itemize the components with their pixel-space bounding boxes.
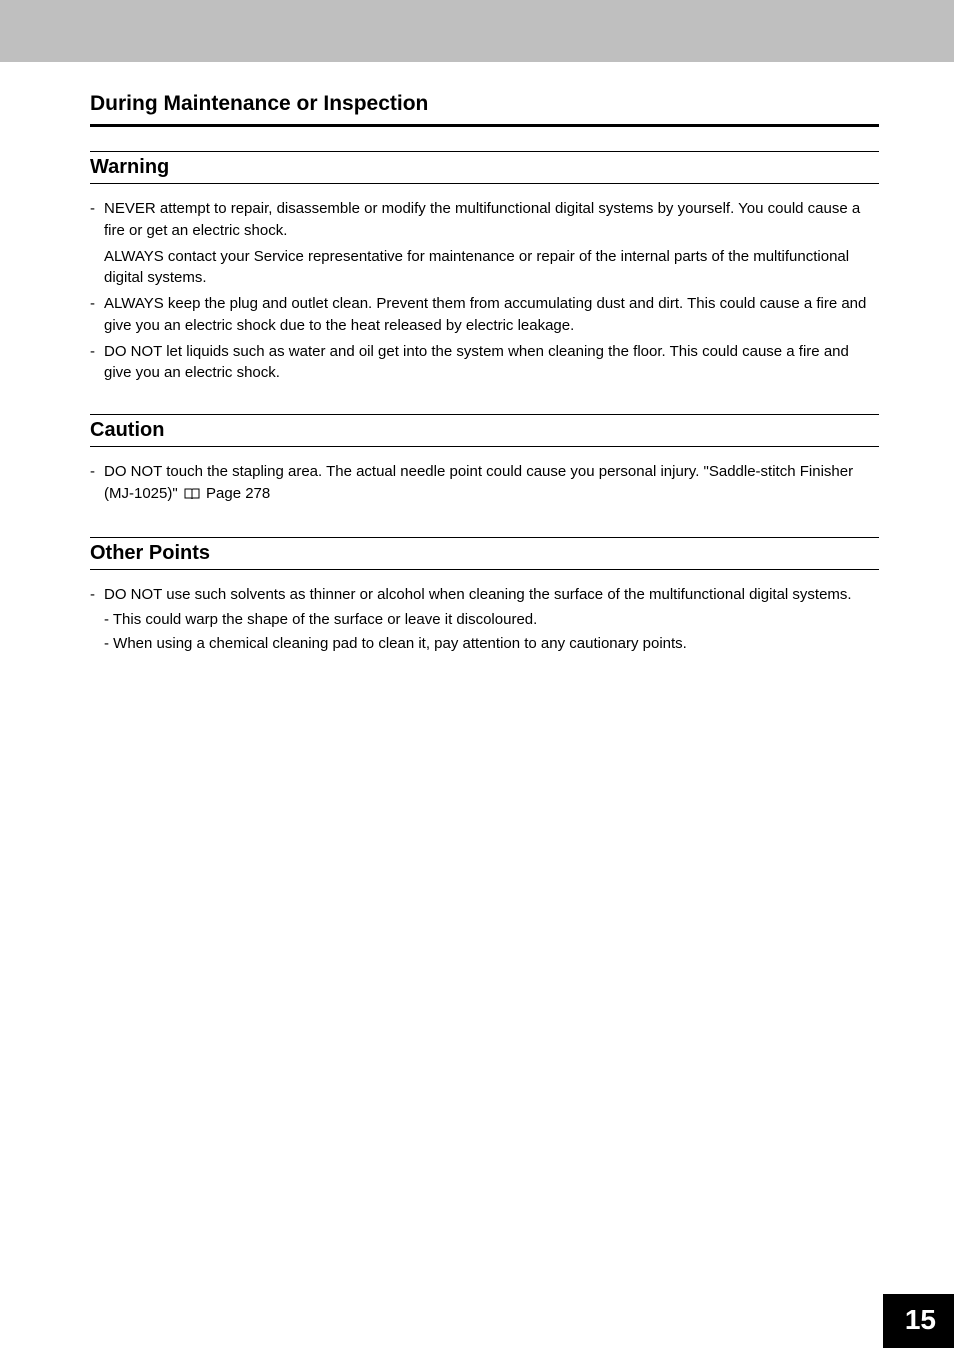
book-icon bbox=[184, 485, 200, 507]
item-text: ALWAYS keep the plug and outlet clean. P… bbox=[104, 293, 879, 337]
other-heading: Other Points bbox=[90, 537, 879, 570]
item-text: DO NOT use such solvents as thinner or a… bbox=[104, 584, 879, 606]
page-number: 15 bbox=[883, 1294, 954, 1348]
bullet-dash: - bbox=[90, 198, 104, 242]
list-item: - DO NOT use such solvents as thinner or… bbox=[90, 584, 879, 606]
item-text: DO NOT let liquids such as water and oil… bbox=[104, 341, 879, 385]
item-text: DO NOT touch the stapling area. The actu… bbox=[104, 461, 879, 507]
list-item: - DO NOT touch the stapling area. The ac… bbox=[90, 461, 879, 507]
list-item: - DO NOT let liquids such as water and o… bbox=[90, 341, 879, 385]
header-bar bbox=[0, 0, 954, 62]
list-item: - NEVER attempt to repair, disassemble o… bbox=[90, 198, 879, 242]
bullet-dash: - bbox=[90, 293, 104, 337]
caution-heading: Caution bbox=[90, 414, 879, 447]
warning-items: - NEVER attempt to repair, disassemble o… bbox=[90, 198, 879, 384]
sub-item: - This could warp the shape of the surfa… bbox=[104, 609, 879, 631]
caution-text-post: Page 278 bbox=[202, 485, 270, 502]
bullet-dash: - bbox=[90, 584, 104, 606]
other-points-block: Other Points - DO NOT use such solvents … bbox=[90, 537, 879, 655]
list-item: - ALWAYS keep the plug and outlet clean.… bbox=[90, 293, 879, 337]
page-number-tab: 15 bbox=[883, 1294, 954, 1348]
sub-item: - When using a chemical cleaning pad to … bbox=[104, 633, 879, 655]
page-content: During Maintenance or Inspection Warning… bbox=[0, 62, 954, 655]
item-text: NEVER attempt to repair, disassemble or … bbox=[104, 198, 879, 242]
caution-block: Caution - DO NOT touch the stapling area… bbox=[90, 414, 879, 507]
bullet-dash: - bbox=[90, 341, 104, 385]
item-continuation: ALWAYS contact your Service representati… bbox=[104, 246, 879, 290]
section-title: During Maintenance or Inspection bbox=[90, 92, 879, 116]
section-rule bbox=[90, 124, 879, 127]
other-items: - DO NOT use such solvents as thinner or… bbox=[90, 584, 879, 655]
bullet-dash: - bbox=[90, 461, 104, 507]
warning-block: Warning - NEVER attempt to repair, disas… bbox=[90, 151, 879, 384]
warning-heading: Warning bbox=[90, 151, 879, 184]
caution-items: - DO NOT touch the stapling area. The ac… bbox=[90, 461, 879, 507]
